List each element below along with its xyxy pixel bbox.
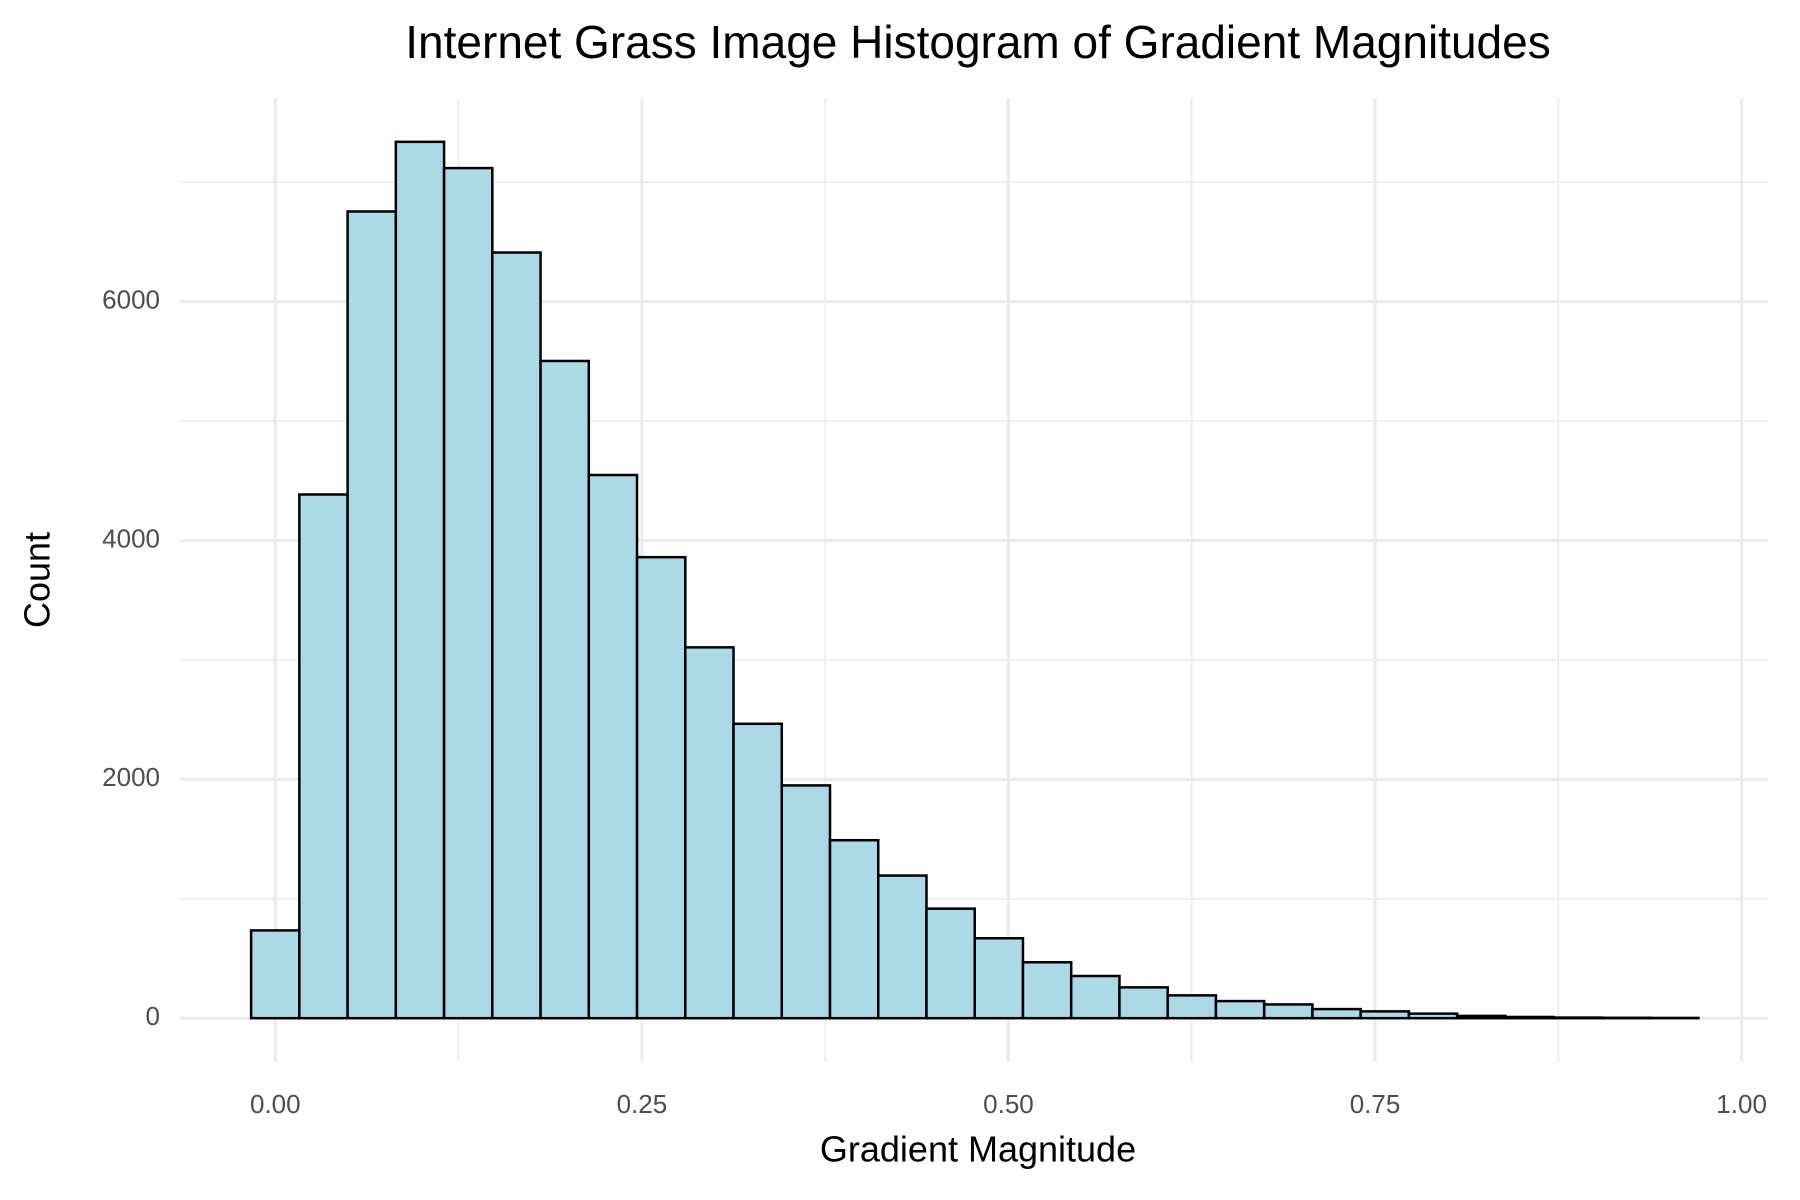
bar	[1069, 974, 1121, 1020]
bar	[1552, 1016, 1604, 1020]
bar	[1118, 986, 1169, 1020]
bar	[442, 166, 494, 1020]
bar	[587, 473, 639, 1020]
bar	[249, 929, 301, 1020]
bar	[925, 907, 976, 1020]
bar	[1311, 1007, 1362, 1020]
bar	[1262, 1003, 1314, 1020]
bar	[1359, 1010, 1411, 1020]
bar	[684, 646, 735, 1020]
bar	[1166, 994, 1218, 1020]
bar	[732, 722, 784, 1020]
y-tick-label: 4000	[102, 523, 160, 553]
x-tick-label: 0.50	[983, 1089, 1034, 1119]
y-tick-label: 6000	[102, 284, 160, 314]
x-tick-label: 0.25	[617, 1089, 668, 1119]
x-axis-title: Gradient Magnitude	[820, 1129, 1136, 1170]
bar	[298, 493, 349, 1020]
x-tick-label: 1.00	[1716, 1089, 1767, 1119]
y-tick-label: 2000	[102, 762, 160, 792]
bar	[780, 784, 832, 1020]
chart-title: Internet Grass Image Histogram of Gradie…	[405, 16, 1550, 68]
bar	[1407, 1012, 1459, 1020]
bar	[491, 251, 542, 1020]
bar	[1021, 961, 1073, 1020]
bar	[1504, 1015, 1555, 1020]
bar	[635, 555, 687, 1020]
bar	[539, 359, 591, 1020]
bar	[973, 937, 1025, 1020]
bar	[346, 210, 398, 1020]
bar	[877, 874, 928, 1020]
bar	[828, 838, 880, 1020]
x-tick-label: 0.00	[250, 1089, 301, 1119]
bar	[1214, 999, 1266, 1020]
x-tick-label: 0.75	[1350, 1089, 1401, 1119]
bar	[394, 140, 446, 1020]
y-tick-label: 0	[146, 1001, 160, 1031]
y-axis-title: Count	[17, 532, 58, 628]
bar	[1455, 1014, 1507, 1020]
